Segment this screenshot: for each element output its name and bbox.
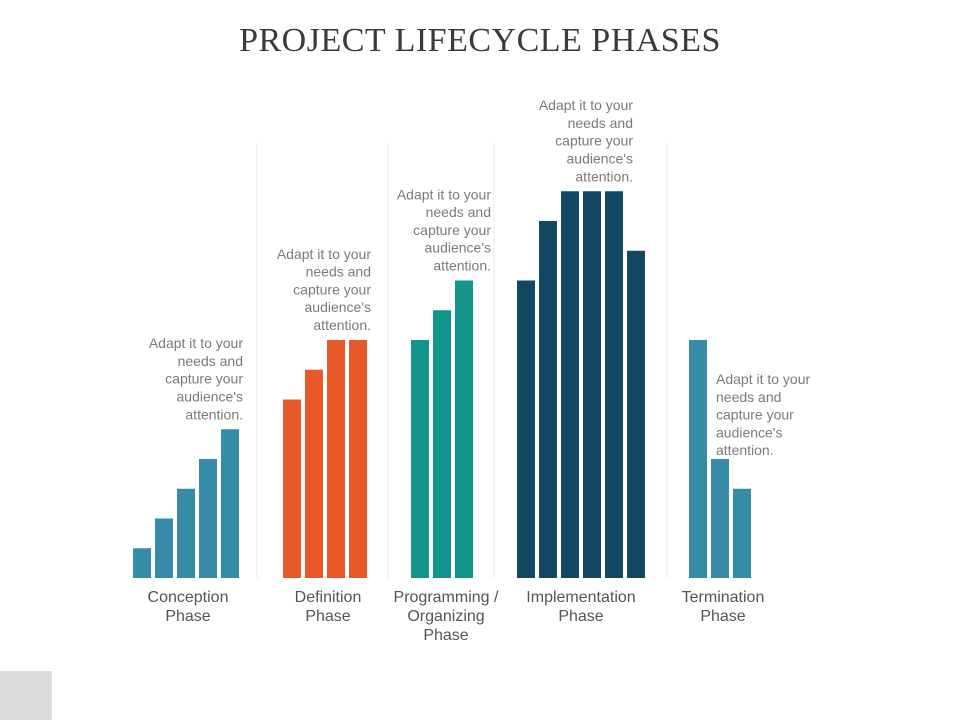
bar-conception-3 [177,488,195,578]
bar-conception-1 [133,548,151,578]
annotation-termination: Adapt it to your needs and capture your aud… [716,371,811,458]
bar-definition-3 [327,340,345,578]
bar-implementation-6 [627,250,645,578]
phase-label-termination: Termination Phase [682,589,765,625]
bar-definition-1 [283,399,301,578]
bar-definition-2 [305,369,323,578]
phase-label-implementation: Implementation Phase [526,589,635,625]
bar-implementation-1 [517,280,535,578]
bar-definition-4 [349,340,367,578]
bar-termination-2 [711,459,729,578]
annotation-implementation: Adapt it to your needs and capture your aud… [539,97,634,184]
bar-conception-4 [199,459,217,578]
bar-implementation-4 [583,191,601,578]
annotation-programming: Adapt it to your needs and capture your aud… [397,186,492,273]
bar-termination-1 [689,340,707,578]
page-title: PROJECT LIFECYCLE PHASES [239,22,721,59]
bar-implementation-2 [539,221,557,578]
bar-conception-2 [155,518,173,578]
annotation-conception: Adapt it to your needs and capture your aud… [149,335,244,422]
corner-placeholder-box [0,671,52,720]
bar-programming-2 [433,310,451,578]
phase-label-definition: Definition Phase [295,589,362,625]
phase-label-conception: Conception Phase [148,589,229,625]
bar-termination-3 [733,488,751,578]
bar-programming-3 [455,280,473,578]
bar-implementation-3 [561,191,579,578]
bar-conception-5 [221,429,239,578]
bar-implementation-5 [605,191,623,578]
bar-programming-1 [411,340,429,578]
phase-label-programming: Programming / Organizing Phase [394,589,499,644]
annotation-definition: Adapt it to your needs and capture your aud… [277,246,372,333]
